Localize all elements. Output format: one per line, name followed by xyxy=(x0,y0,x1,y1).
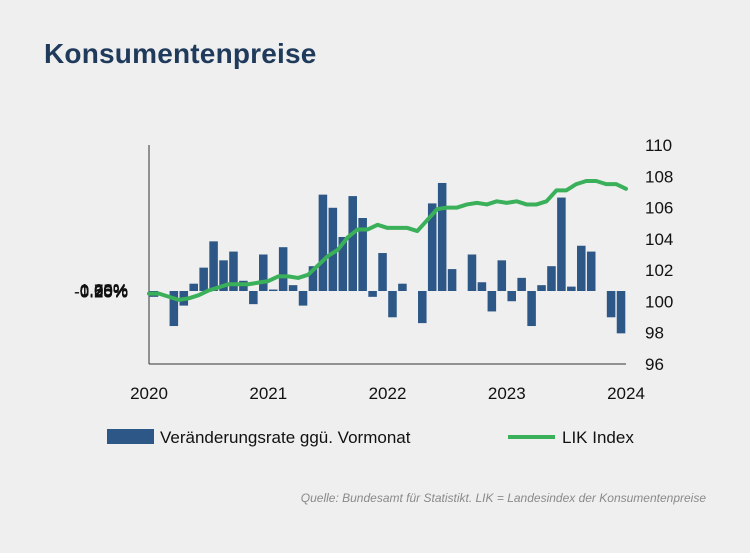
change-rate-bar xyxy=(348,196,357,291)
legend: Veränderungsrate ggü. Vormonat LIK Index xyxy=(107,428,634,447)
change-rate-bar xyxy=(487,291,497,312)
change-rate-bar xyxy=(418,291,427,324)
left-y-tick-label: 0.50% xyxy=(80,281,128,300)
change-rate-bar xyxy=(477,282,487,291)
change-rate-bar xyxy=(209,241,218,291)
change-rate-bar xyxy=(537,285,546,291)
change-rate-bar xyxy=(437,182,447,291)
right-y-tick-label: 104 xyxy=(645,230,673,249)
change-rate-bar xyxy=(318,194,328,291)
change-rate-bar xyxy=(388,291,397,318)
x-tick-label: 2021 xyxy=(249,384,287,403)
change-rate-bar xyxy=(507,291,516,302)
change-rate-bar xyxy=(328,207,338,291)
left-y-tick-label: 0.75% xyxy=(80,281,128,300)
bar-series xyxy=(149,182,626,334)
change-rate-bar xyxy=(298,291,308,306)
change-rate-bar xyxy=(308,266,318,291)
change-rate-bar xyxy=(517,277,526,291)
change-rate-bar xyxy=(169,291,179,327)
change-rate-bar xyxy=(338,236,348,291)
right-y-tick-label: 96 xyxy=(645,355,664,374)
change-rate-bar xyxy=(586,251,596,291)
change-rate-bar xyxy=(358,218,367,291)
x-axis-ticks: 2020 2021 2022 2023 2024 xyxy=(130,384,645,403)
change-rate-bar xyxy=(259,254,268,291)
change-rate-bar xyxy=(229,251,238,291)
chart-title: Konsumentenpreise xyxy=(44,38,317,69)
right-y-tick-label: 102 xyxy=(645,261,673,280)
change-rate-bar xyxy=(249,291,258,305)
right-y-tick-label: 100 xyxy=(645,292,673,311)
left-y-axis-ticks: 1.00%0.75%0.50%0.25%0.00%-0.25%-0.50% xyxy=(74,281,128,302)
change-rate-bar xyxy=(557,197,566,291)
change-rate-bar xyxy=(368,291,377,297)
change-rate-bar xyxy=(616,291,626,334)
lik-index-line xyxy=(147,178,628,302)
axes xyxy=(148,145,626,365)
change-rate-bar xyxy=(378,253,387,291)
change-rate-bar xyxy=(189,283,198,291)
change-rate-bar xyxy=(497,260,507,291)
change-rate-bar xyxy=(547,266,556,291)
change-rate-bar xyxy=(447,269,457,291)
source-note: Quelle: Bundesamt für Statistikt. LIK = … xyxy=(300,491,706,505)
x-tick-label: 2023 xyxy=(488,384,526,403)
left-y-tick-label: -0.50% xyxy=(74,283,128,302)
left-y-tick-label: 0.25% xyxy=(80,282,128,301)
change-rate-bar xyxy=(567,286,576,291)
change-rate-bar xyxy=(527,291,536,327)
right-y-tick-label: 98 xyxy=(645,324,664,343)
legend-bar-swatch xyxy=(107,429,154,444)
change-rate-bar xyxy=(278,247,288,291)
change-rate-bar xyxy=(288,285,298,291)
change-rate-bar xyxy=(427,203,437,291)
x-tick-label: 2020 xyxy=(130,384,168,403)
left-y-tick-label: 0.00% xyxy=(80,282,128,301)
left-y-tick-label: 1.00% xyxy=(80,281,128,300)
legend-bar-label: Veränderungsrate ggü. Vormonat xyxy=(160,428,411,447)
change-rate-bar xyxy=(219,260,228,291)
legend-line-label: LIK Index xyxy=(562,428,634,447)
change-rate-bar xyxy=(577,245,586,291)
x-tick-label: 2024 xyxy=(607,384,645,403)
right-y-tick-label: 108 xyxy=(645,167,673,186)
change-rate-bar xyxy=(467,254,477,291)
change-rate-bar xyxy=(398,283,407,291)
change-rate-bar xyxy=(199,267,208,291)
left-y-tick-label: -0.25% xyxy=(74,282,128,301)
x-tick-label: 2022 xyxy=(369,384,407,403)
change-rate-bar xyxy=(606,291,616,318)
right-y-axis-ticks: 110 108 106 104 102 100 98 96 xyxy=(645,136,673,374)
right-y-tick-label: 110 xyxy=(645,136,672,155)
right-y-tick-label: 106 xyxy=(645,199,673,218)
change-rate-bar xyxy=(268,289,278,291)
